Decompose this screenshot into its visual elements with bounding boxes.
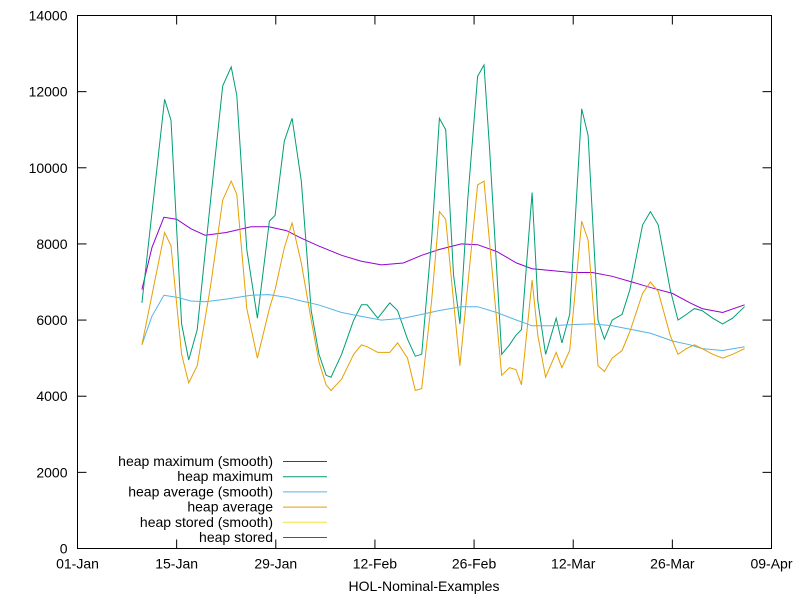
legend-label: heap maximum (smooth): [118, 453, 273, 469]
legend-label: heap stored (smooth): [140, 514, 273, 530]
series-line-heap-average: [141, 179, 745, 392]
ticks-layer: 0 2000 4000 6000 8000 10000 12000 14000 01-Jan 15…: [29, 8, 793, 572]
x-tick-label: 26-Feb: [452, 556, 497, 572]
x-tick-label: 12-Feb: [353, 556, 398, 572]
x-tick-label: 01-Jan: [56, 556, 99, 572]
x-tick-label: 29-Jan: [254, 556, 297, 572]
series-line-heap-average-smooth: [141, 294, 745, 352]
legend-label: heap average: [187, 499, 273, 515]
legend-label: heap average (smooth): [128, 483, 273, 499]
series-layer: [141, 63, 745, 392]
x-tick-label: 09-Apr: [750, 556, 792, 572]
y-tick-label: 8000: [36, 236, 67, 252]
y-tick-label: 10000: [29, 160, 68, 176]
x-tick-label: 26-Mar: [650, 556, 695, 572]
legend-label: heap maximum: [177, 468, 273, 484]
series-line-heap-maximum: [141, 63, 745, 378]
y-tick-label: 14000: [29, 8, 68, 24]
y-tick-label: 2000: [36, 464, 67, 480]
legend-label: heap stored: [199, 529, 273, 545]
plot-border: [77, 15, 772, 549]
x-tick-label: 12-Mar: [551, 556, 596, 572]
y-tick-label: 0: [60, 541, 68, 557]
y-tick-label: 4000: [36, 388, 67, 404]
x-tick-label: 15-Jan: [155, 556, 198, 572]
y-tick-label: 6000: [36, 312, 67, 328]
x-axis-label: HOL-Nominal-Examples: [349, 578, 500, 594]
y-tick-label: 12000: [29, 84, 68, 100]
